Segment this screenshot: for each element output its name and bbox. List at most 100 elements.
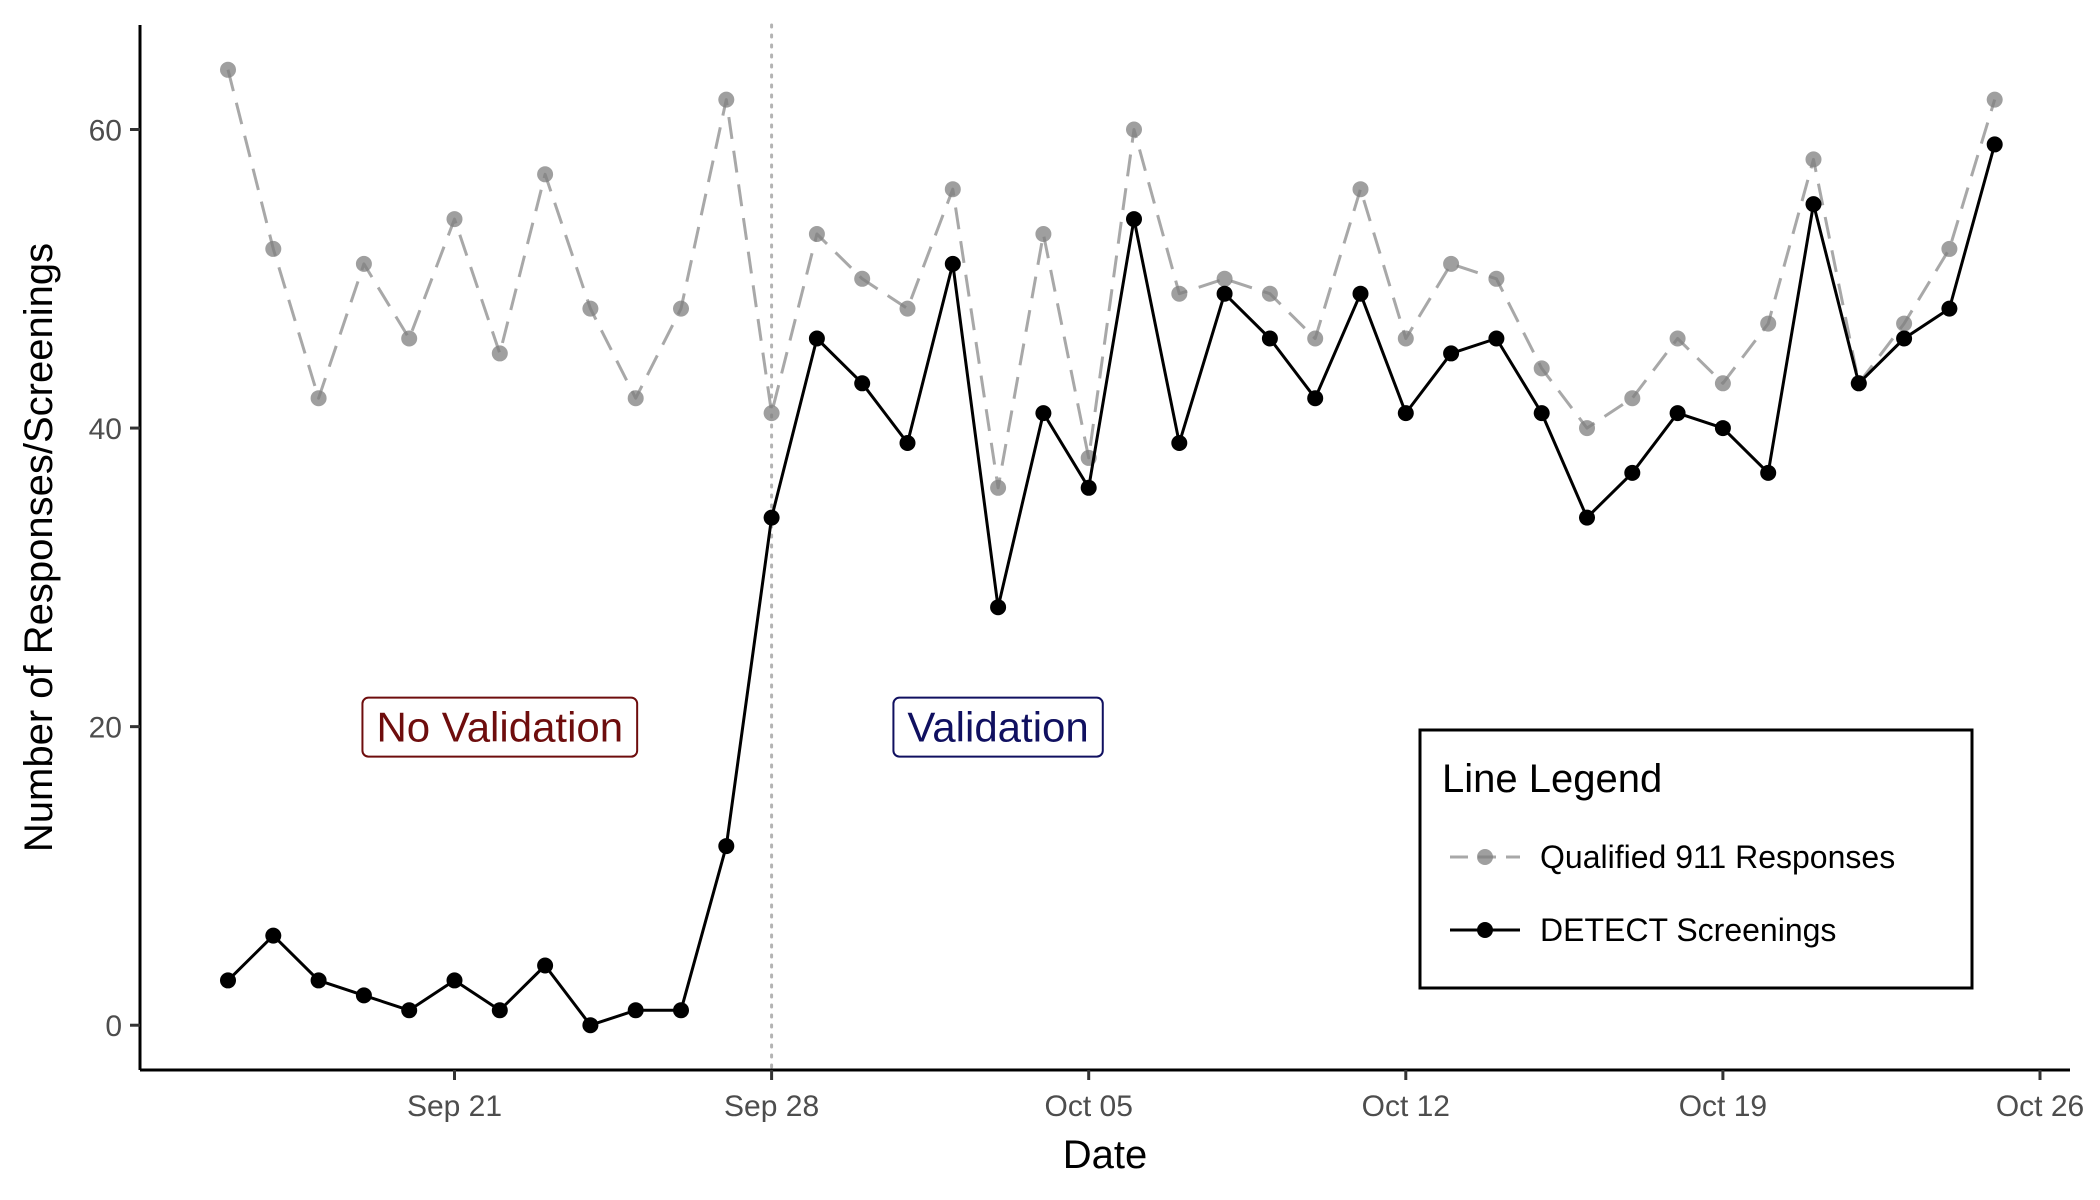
legend-label: Qualified 911 Responses	[1540, 839, 1895, 875]
data-point	[673, 300, 689, 317]
x-tick-label: Oct 05	[1045, 1090, 1133, 1123]
x-tick-label: Oct 26	[1996, 1090, 2084, 1123]
data-point	[718, 91, 735, 108]
data-point	[1216, 285, 1233, 302]
data-point	[1760, 315, 1777, 332]
data-point	[1352, 181, 1369, 198]
legend-label: DETECT Screenings	[1540, 912, 1836, 948]
data-point	[808, 330, 825, 347]
annotation-text: Validation	[907, 704, 1088, 751]
data-point	[1307, 390, 1324, 407]
data-point	[1216, 270, 1233, 287]
data-point	[944, 255, 961, 272]
data-point	[220, 61, 236, 78]
data-point	[1533, 360, 1550, 377]
data-point	[537, 957, 554, 974]
y-axis-title: Number of Responses/Screenings	[17, 243, 61, 852]
data-point	[1941, 240, 1958, 257]
legend-title: Line Legend	[1442, 757, 1662, 801]
data-point	[990, 599, 1007, 616]
data-point	[1171, 285, 1188, 302]
data-point	[401, 1002, 418, 1019]
legend-item: Qualified 911 Responses	[1450, 839, 1895, 875]
validation-label: Validation	[892, 696, 1104, 758]
x-tick-label: Oct 12	[1362, 1090, 1450, 1123]
data-point	[401, 330, 418, 347]
data-point	[1714, 420, 1731, 437]
data-point	[1080, 479, 1097, 496]
data-point	[854, 375, 871, 392]
data-point	[808, 226, 825, 242]
legend-box	[1418, 728, 1974, 990]
data-point	[265, 240, 282, 257]
x-tick-label: Sep 28	[724, 1090, 819, 1123]
data-point	[1896, 315, 1913, 332]
data-point	[1986, 136, 2003, 153]
x-tick-label: Oct 19	[1679, 1090, 1767, 1123]
y-tick-label: 40	[89, 413, 122, 446]
data-point	[446, 211, 463, 228]
data-point	[1669, 330, 1686, 347]
data-point	[1533, 405, 1550, 422]
data-point	[1624, 390, 1641, 407]
data-point	[1714, 375, 1731, 392]
data-point	[1126, 211, 1142, 228]
annotation-box	[361, 696, 639, 758]
data-point	[582, 1017, 599, 1034]
y-tick-label: 60	[89, 115, 122, 148]
data-point	[446, 972, 463, 989]
no-validation-label: No Validation	[361, 696, 639, 758]
data-point	[1760, 464, 1777, 481]
series-qualified-911-responses	[220, 61, 2003, 496]
axes: 0 20 40 60 Sep 21 Sep 28 Oct 05 Oct 12 Oct 19 Oct…	[17, 25, 2084, 1177]
y-tick-label: 0	[105, 1010, 122, 1043]
data-point	[1850, 375, 1867, 392]
data-point	[310, 390, 327, 407]
data-point	[1443, 255, 1460, 272]
data-point	[1443, 345, 1460, 362]
data-point	[899, 435, 916, 451]
data-point	[1126, 121, 1142, 138]
data-point	[1579, 420, 1595, 437]
data-point	[537, 166, 554, 183]
data-point	[899, 300, 916, 317]
data-point	[1261, 285, 1278, 302]
data-point	[1624, 464, 1641, 481]
data-point	[1171, 435, 1188, 451]
data-point	[1352, 285, 1369, 302]
series-line	[226, 69, 1997, 490]
data-point	[944, 181, 961, 198]
data-point	[265, 927, 282, 944]
data-point	[355, 255, 372, 272]
data-point	[1307, 330, 1324, 347]
y-tick-label: 20	[89, 712, 122, 745]
data-point	[355, 987, 372, 1004]
data-point	[491, 345, 508, 362]
data-point	[763, 509, 780, 526]
x-tick-label: Sep 21	[407, 1090, 502, 1123]
data-point	[1941, 300, 1958, 317]
data-point	[1488, 330, 1505, 347]
data-point	[990, 479, 1007, 496]
data-point	[1397, 405, 1414, 422]
legend-swatch-point	[1477, 922, 1493, 938]
data-point	[1035, 405, 1052, 422]
data-point	[763, 405, 780, 422]
data-point	[582, 300, 599, 317]
data-point	[854, 270, 871, 287]
legend: Line Legend Qualified 911 Responses DETECT…	[1418, 728, 1974, 990]
data-point	[718, 838, 735, 855]
data-point	[1579, 509, 1595, 526]
series-line	[226, 144, 1997, 1027]
data-point	[310, 972, 327, 989]
data-point	[491, 1002, 508, 1019]
series-detect-screenings	[220, 136, 2003, 1034]
data-point	[1488, 270, 1505, 287]
x-axis-title: Date	[1063, 1133, 1148, 1177]
data-point	[627, 1002, 644, 1019]
data-point	[1035, 226, 1052, 242]
plot-area	[220, 23, 2003, 1072]
data-point	[1805, 196, 1822, 213]
data-point	[1669, 405, 1686, 422]
